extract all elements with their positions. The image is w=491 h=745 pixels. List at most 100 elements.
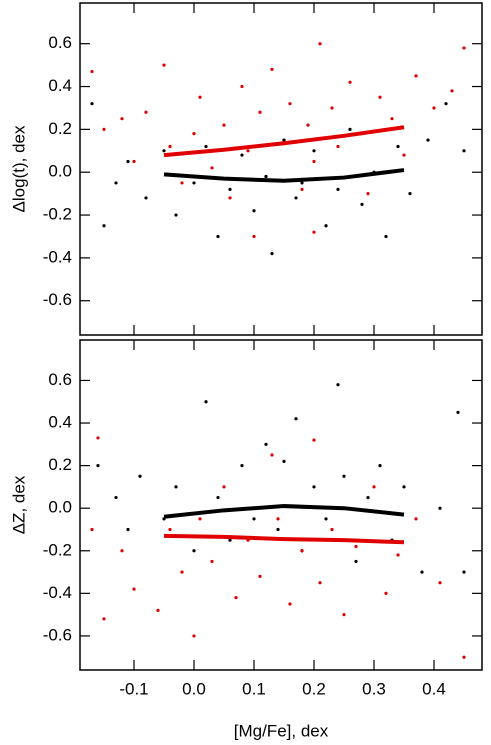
data-point bbox=[342, 474, 346, 478]
data-point bbox=[192, 549, 196, 553]
data-point bbox=[306, 123, 310, 127]
fit-line bbox=[163, 168, 405, 183]
data-point bbox=[282, 138, 286, 142]
data-point bbox=[222, 123, 226, 127]
fit-line bbox=[163, 504, 405, 519]
data-point bbox=[336, 383, 340, 387]
data-point bbox=[216, 495, 220, 500]
data-point bbox=[426, 138, 430, 142]
data-point bbox=[246, 149, 250, 153]
data-point bbox=[288, 102, 292, 106]
data-point bbox=[252, 234, 256, 239]
data-point bbox=[438, 506, 442, 510]
fit-line bbox=[163, 533, 405, 545]
data-point bbox=[396, 144, 400, 149]
plot-frame bbox=[79, 2, 483, 336]
y-axis-label: ΔZ, dex bbox=[9, 475, 28, 534]
data-point bbox=[372, 485, 376, 489]
data-point bbox=[402, 485, 406, 489]
data-point bbox=[264, 442, 268, 446]
y-tick-label: -0.4 bbox=[43, 583, 72, 602]
data-point bbox=[432, 106, 436, 110]
plot-frame bbox=[79, 339, 483, 671]
data-point bbox=[102, 617, 106, 621]
data-point bbox=[192, 181, 196, 185]
data-point bbox=[366, 495, 370, 500]
data-point bbox=[312, 438, 316, 442]
data-point bbox=[318, 42, 322, 46]
data-point bbox=[354, 559, 358, 564]
y-tick-label: 0.4 bbox=[48, 76, 72, 95]
data-point bbox=[294, 417, 298, 421]
data-point bbox=[258, 110, 262, 114]
data-point bbox=[132, 587, 136, 591]
data-point bbox=[234, 596, 238, 600]
data-point bbox=[312, 230, 316, 234]
data-point bbox=[240, 84, 244, 89]
data-point bbox=[330, 527, 334, 532]
data-point bbox=[378, 464, 382, 468]
data-point bbox=[456, 410, 460, 414]
data-point bbox=[168, 527, 172, 532]
data-point bbox=[204, 400, 208, 404]
data-point bbox=[408, 192, 412, 196]
data-point bbox=[102, 224, 106, 228]
data-point bbox=[384, 591, 388, 595]
data-point bbox=[144, 196, 148, 200]
data-point bbox=[210, 166, 214, 170]
data-point bbox=[438, 581, 442, 585]
y-tick-label: 0.6 bbox=[48, 370, 72, 389]
data-point bbox=[120, 117, 124, 121]
data-point bbox=[330, 106, 334, 110]
y-tick-label: -0.2 bbox=[43, 540, 72, 559]
data-point bbox=[444, 102, 448, 106]
data-point bbox=[138, 474, 142, 478]
x-tick-label: -0.1 bbox=[119, 679, 148, 698]
data-point bbox=[396, 553, 400, 557]
data-point bbox=[126, 159, 130, 164]
data-point bbox=[162, 63, 166, 67]
fit-line bbox=[163, 125, 405, 158]
data-point bbox=[180, 570, 184, 574]
data-point bbox=[228, 538, 232, 542]
data-point bbox=[402, 153, 406, 157]
data-point bbox=[270, 252, 274, 256]
data-point bbox=[96, 464, 100, 468]
data-point bbox=[228, 196, 232, 200]
data-point bbox=[312, 159, 316, 164]
data-point bbox=[420, 570, 424, 574]
data-point bbox=[126, 527, 130, 532]
data-point bbox=[360, 202, 364, 206]
data-point bbox=[336, 144, 340, 149]
data-point bbox=[252, 209, 256, 213]
data-point bbox=[288, 602, 292, 606]
data-point bbox=[348, 80, 352, 84]
data-point bbox=[414, 74, 418, 78]
data-point bbox=[168, 144, 172, 149]
data-point bbox=[384, 234, 388, 239]
y-axis-label: Δlog(t), dex bbox=[9, 125, 28, 212]
x-tick-label: 0.4 bbox=[422, 679, 446, 698]
y-tick-label: 0.2 bbox=[48, 119, 72, 138]
data-point bbox=[270, 67, 274, 71]
data-point bbox=[162, 149, 166, 153]
data-point bbox=[240, 153, 244, 157]
data-point bbox=[312, 149, 316, 153]
data-point bbox=[102, 127, 106, 131]
y-tick-label: 0.0 bbox=[48, 498, 72, 517]
data-point bbox=[120, 549, 124, 553]
data-point bbox=[378, 95, 382, 99]
data-point bbox=[300, 181, 304, 185]
data-point bbox=[222, 485, 226, 489]
data-point bbox=[450, 89, 454, 93]
data-point bbox=[318, 581, 322, 585]
data-point bbox=[462, 570, 466, 574]
data-point bbox=[198, 517, 202, 521]
data-point bbox=[114, 495, 118, 500]
data-point bbox=[90, 527, 94, 532]
data-point bbox=[90, 69, 94, 74]
data-point bbox=[174, 485, 178, 489]
data-point bbox=[258, 574, 262, 578]
data-point bbox=[300, 187, 304, 191]
